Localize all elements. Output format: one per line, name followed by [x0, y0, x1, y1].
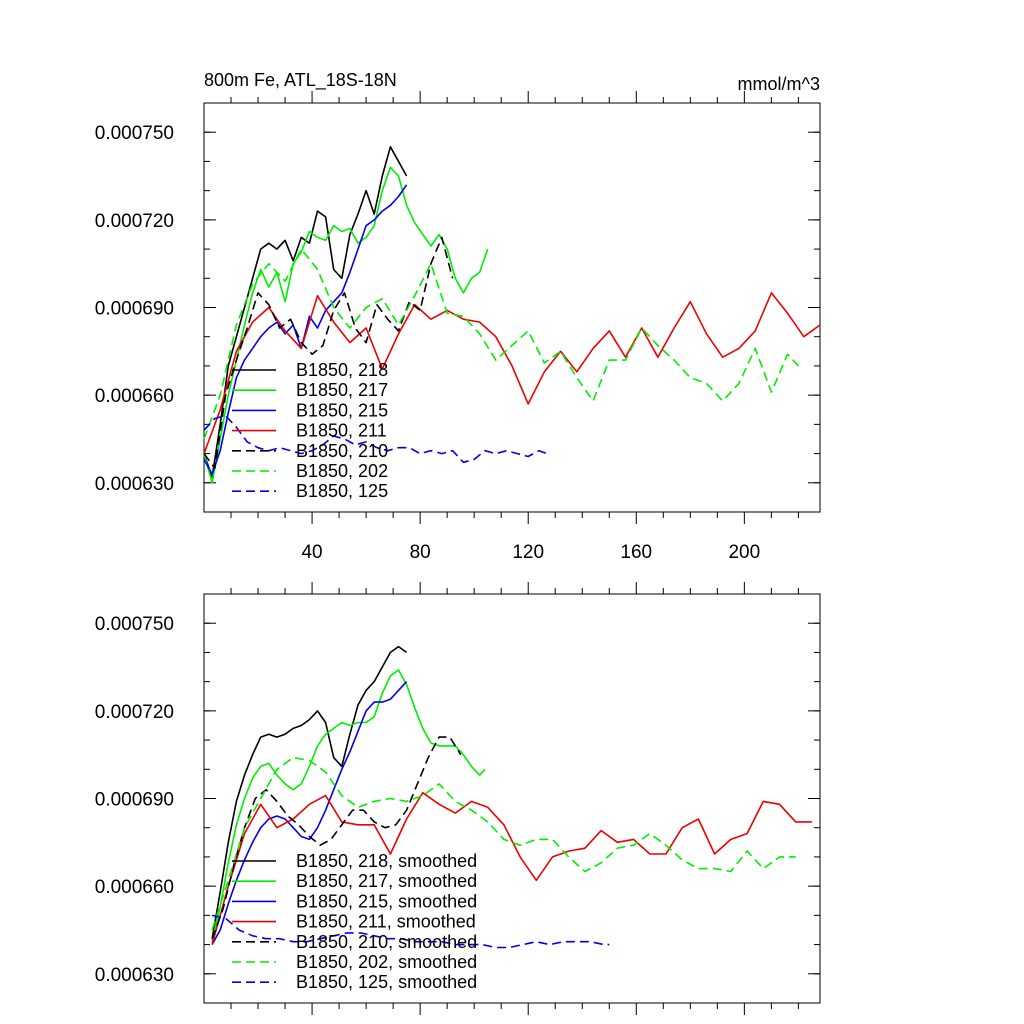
series-line: [211, 681, 408, 945]
legend-label: B1850, 218: [296, 360, 388, 380]
series-line: [203, 184, 408, 475]
x-tick-label: 160: [620, 542, 652, 563]
series-line: [211, 669, 486, 942]
x-tick-label: 200: [728, 542, 760, 563]
top-chart-units: mmol/m^3: [738, 74, 820, 94]
legend-label: B1850, 125, smoothed: [296, 972, 477, 992]
legend-label: B1850, 210, smoothed: [296, 932, 477, 952]
bottom-x-axis: [230, 582, 799, 1015]
y-tick-label: 0.000690: [95, 790, 174, 811]
y-tick-label: 0.000720: [95, 211, 174, 232]
series-line: [211, 736, 462, 939]
legend-label: B1850, 211, smoothed: [296, 912, 476, 932]
series-line: [211, 914, 610, 949]
bottom-y-axis: 0.000630 0.000660 0.000690 0.000720 0.000750: [95, 593, 820, 1004]
y-tick-label: 0.000690: [95, 299, 174, 320]
y-tick-label: 0.000750: [95, 614, 174, 635]
series-line: [203, 248, 799, 440]
legend-label: B1850, 125: [296, 481, 388, 501]
y-tick-label: 0.000720: [95, 702, 174, 723]
series-line: [211, 791, 812, 945]
legend-label: B1850, 215: [296, 400, 388, 420]
y-tick-label: 0.000750: [95, 123, 174, 144]
legend-label: B1850, 217: [296, 380, 388, 400]
y-tick-label: 0.000630: [95, 965, 174, 986]
bottom-panel: 0.000630 0.000660 0.000690 0.000720 0.000750…: [95, 582, 821, 1015]
y-tick-label: 0.000630: [95, 474, 174, 495]
series-line: [203, 166, 489, 484]
top-panel: 800m Fe, ATL_18S-18N mmol/m^3 0.0006300.…: [95, 70, 821, 563]
series-line: [211, 645, 408, 939]
legend-label: B1850, 210: [296, 441, 388, 461]
series-line: [203, 236, 454, 470]
series-line: [203, 414, 548, 464]
legend-label: B1850, 217, smoothed: [296, 871, 477, 891]
x-tick-label: 120: [512, 542, 544, 563]
legend-label: B1850, 218, smoothed: [296, 851, 477, 871]
top-chart-title: 800m Fe, ATL_18S-18N: [204, 70, 397, 91]
top-x-axis: 40 80 120 160 200: [230, 91, 799, 563]
x-tick-label: 40: [301, 542, 322, 563]
series-line: [203, 292, 821, 454]
series-line: [211, 756, 796, 931]
bottom-series-lines: [211, 645, 812, 949]
legend-label: B1850, 202, smoothed: [296, 952, 477, 972]
legend-label: B1850, 202: [296, 461, 388, 481]
top-series-lines: [203, 146, 821, 484]
x-tick-label: 80: [410, 542, 431, 563]
y-tick-label: 0.000660: [95, 877, 174, 898]
legend-label: B1850, 215, smoothed: [296, 891, 477, 911]
y-tick-label: 0.000660: [95, 386, 174, 407]
legend-label: B1850, 211: [296, 421, 387, 441]
top-y-axis: 0.000630 0.000660 0.000690 0.000720 0.000750: [95, 102, 820, 513]
